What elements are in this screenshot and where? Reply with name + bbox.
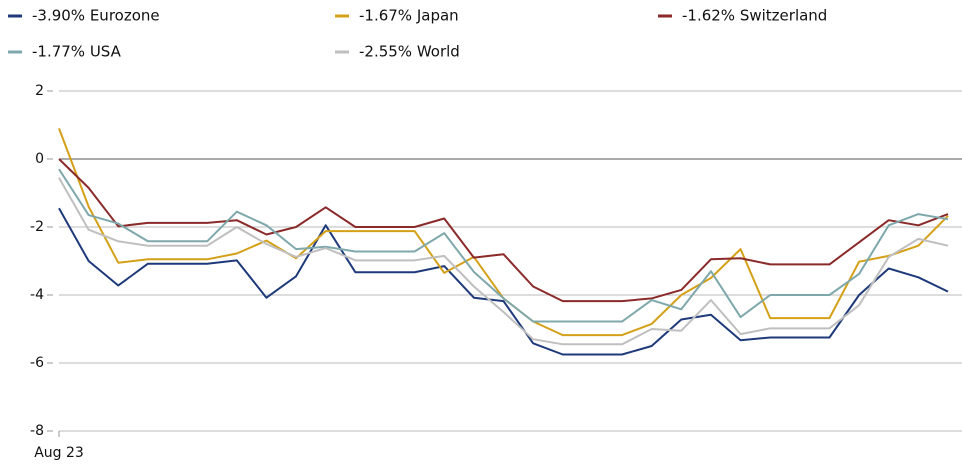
legend-label: -1.62% Switzerland xyxy=(682,7,827,25)
series-line xyxy=(58,158,949,303)
y-tick-label: -2 xyxy=(30,219,44,235)
series-line xyxy=(58,207,949,356)
legend-label: -1.67% Japan xyxy=(359,7,459,25)
x-tick-label: Aug 23 xyxy=(34,445,84,461)
y-tick-label: -4 xyxy=(30,287,44,303)
series-line xyxy=(58,168,949,323)
y-tick-label: 0 xyxy=(35,151,44,167)
y-tick-label: -8 xyxy=(30,423,44,439)
y-tick-label: -6 xyxy=(30,355,44,371)
series-line xyxy=(58,177,949,346)
y-tick-label: 2 xyxy=(35,83,44,99)
legend-label: -2.55% World xyxy=(359,43,460,61)
legend-label: -1.77% USA xyxy=(32,43,122,61)
legend-label: -3.90% Eurozone xyxy=(32,7,160,25)
